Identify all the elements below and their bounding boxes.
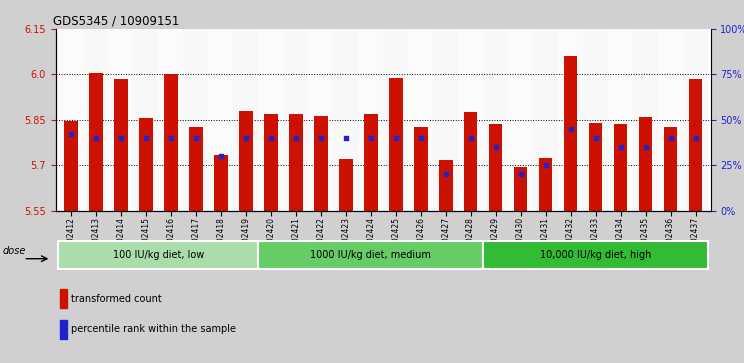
FancyBboxPatch shape: [483, 241, 708, 269]
Point: [515, 171, 527, 177]
Bar: [133, 29, 158, 211]
Bar: [114, 79, 128, 211]
Text: transformed count: transformed count: [71, 294, 161, 304]
Point: [490, 144, 501, 150]
Bar: [583, 29, 608, 211]
Bar: [433, 29, 458, 211]
Bar: [83, 29, 109, 211]
Bar: [158, 29, 183, 211]
Text: 10,000 IU/kg diet, high: 10,000 IU/kg diet, high: [540, 250, 651, 260]
Point: [215, 153, 227, 159]
Bar: [664, 127, 677, 211]
Bar: [589, 123, 603, 211]
Bar: [683, 29, 708, 211]
Point: [340, 135, 352, 141]
Bar: [308, 29, 333, 211]
Bar: [214, 155, 228, 211]
Bar: [614, 125, 627, 211]
Bar: [233, 29, 258, 211]
Bar: [489, 125, 502, 211]
Bar: [464, 112, 478, 211]
Bar: [633, 29, 658, 211]
Bar: [508, 29, 533, 211]
Point: [90, 135, 102, 141]
Point: [365, 135, 376, 141]
Bar: [239, 111, 253, 211]
Bar: [414, 127, 428, 211]
Bar: [608, 29, 633, 211]
Bar: [60, 319, 67, 339]
Bar: [258, 29, 283, 211]
Bar: [408, 29, 433, 211]
Point: [115, 135, 126, 141]
Point: [190, 135, 202, 141]
Bar: [558, 29, 583, 211]
Point: [690, 135, 702, 141]
Bar: [264, 114, 278, 211]
Bar: [658, 29, 683, 211]
Point: [140, 135, 152, 141]
Bar: [483, 29, 508, 211]
Bar: [458, 29, 483, 211]
Bar: [564, 56, 577, 211]
Point: [315, 135, 327, 141]
Bar: [60, 289, 67, 309]
Point: [240, 135, 251, 141]
Point: [539, 162, 551, 168]
Bar: [358, 29, 383, 211]
Point: [265, 135, 277, 141]
Bar: [439, 160, 452, 211]
Text: percentile rank within the sample: percentile rank within the sample: [71, 324, 236, 334]
Text: dose: dose: [3, 246, 26, 256]
Bar: [339, 159, 353, 211]
Point: [289, 135, 301, 141]
FancyBboxPatch shape: [258, 241, 483, 269]
Point: [615, 144, 626, 150]
Bar: [389, 78, 403, 211]
Bar: [533, 29, 558, 211]
Point: [640, 144, 652, 150]
Point: [414, 135, 426, 141]
Bar: [638, 117, 652, 211]
Point: [664, 135, 676, 141]
Bar: [289, 114, 303, 211]
Bar: [333, 29, 358, 211]
FancyBboxPatch shape: [58, 241, 258, 269]
Point: [589, 135, 601, 141]
Bar: [89, 73, 103, 211]
Bar: [189, 127, 202, 211]
Bar: [139, 118, 153, 211]
Bar: [314, 116, 327, 211]
Point: [390, 135, 402, 141]
Bar: [208, 29, 233, 211]
Bar: [164, 74, 178, 211]
Text: GDS5345 / 10909151: GDS5345 / 10909151: [53, 15, 179, 28]
Bar: [364, 114, 377, 211]
Point: [440, 171, 452, 177]
Text: 100 IU/kg diet, low: 100 IU/kg diet, low: [112, 250, 204, 260]
Bar: [58, 29, 83, 211]
Bar: [689, 79, 702, 211]
Bar: [283, 29, 308, 211]
Bar: [383, 29, 408, 211]
Bar: [109, 29, 133, 211]
Bar: [64, 121, 77, 211]
Point: [465, 135, 477, 141]
Bar: [183, 29, 208, 211]
Point: [65, 131, 77, 137]
Text: 1000 IU/kg diet, medium: 1000 IU/kg diet, medium: [310, 250, 431, 260]
Point: [565, 126, 577, 132]
Bar: [539, 158, 553, 211]
Point: [165, 135, 177, 141]
Bar: [513, 167, 527, 211]
